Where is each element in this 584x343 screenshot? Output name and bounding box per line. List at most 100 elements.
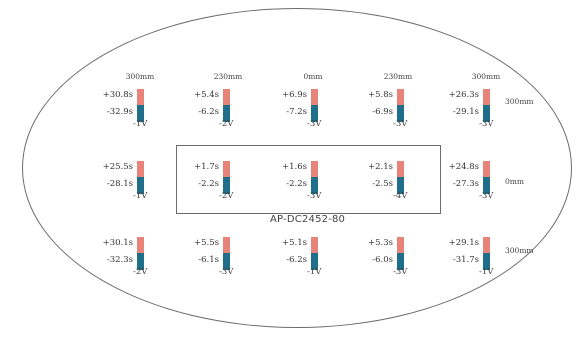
negative-value: -6.1s xyxy=(198,255,219,265)
positive-value: +30.1s xyxy=(102,238,133,248)
positive-bar-segment xyxy=(223,89,230,105)
positive-value: +5.8s xyxy=(367,90,393,100)
measurement-cell: +1.6s -2.2s -3V xyxy=(271,160,331,204)
negative-bar-segment xyxy=(137,177,144,194)
voltage-setting: -3V xyxy=(307,191,322,201)
voltage-setting: -3V xyxy=(393,267,408,277)
value-bar xyxy=(483,161,490,194)
negative-bar-segment xyxy=(397,253,404,270)
positive-bar-segment xyxy=(397,89,404,105)
value-bar xyxy=(483,237,490,270)
voltage-setting: -1V xyxy=(307,267,322,277)
measurement-cell: +25.5s -28.1s -1V xyxy=(97,160,157,204)
value-bar xyxy=(137,237,144,270)
negative-bar-segment xyxy=(311,253,318,270)
negative-value: -27.3s xyxy=(452,179,479,189)
voltage-setting: -3V xyxy=(393,119,408,129)
measurement-cell: +5.5s -6.1s -3V xyxy=(183,236,243,280)
value-bar xyxy=(397,89,404,122)
value-bar xyxy=(311,161,318,194)
voltage-setting: -1V xyxy=(479,267,494,277)
negative-bar-segment xyxy=(137,253,144,270)
positive-bar-segment xyxy=(223,161,230,177)
positive-bar-segment xyxy=(397,237,404,253)
negative-value: -7.2s xyxy=(286,107,307,117)
negative-bar-segment xyxy=(311,177,318,194)
negative-value: -2.2s xyxy=(198,179,219,189)
measurement-cell: +5.4s -6.2s -2V xyxy=(183,88,243,132)
voltage-setting: -2V xyxy=(219,191,234,201)
value-bar xyxy=(223,161,230,194)
negative-bar-segment xyxy=(483,105,490,122)
voltage-setting: -3V xyxy=(307,119,322,129)
measurement-cell: +5.3s -6.0s -3V xyxy=(357,236,417,280)
column-label: 300mm xyxy=(125,72,155,81)
negative-value: -6.2s xyxy=(198,107,219,117)
positive-bar-segment xyxy=(223,237,230,253)
negative-bar-segment xyxy=(223,105,230,122)
positive-bar-segment xyxy=(137,89,144,105)
value-bar xyxy=(311,237,318,270)
voltage-setting: -1V xyxy=(133,119,148,129)
negative-value: -32.9s xyxy=(106,107,133,117)
value-bar xyxy=(397,237,404,270)
voltage-setting: -3V xyxy=(479,119,494,129)
negative-value: -6.9s xyxy=(372,107,393,117)
positive-value: +26.3s xyxy=(448,90,479,100)
negative-bar-segment xyxy=(483,253,490,270)
positive-bar-segment xyxy=(397,161,404,177)
voltage-setting: -3V xyxy=(219,267,234,277)
negative-bar-segment xyxy=(483,177,490,194)
voltage-setting: -2V xyxy=(133,267,148,277)
column-label: 0mm xyxy=(303,72,323,81)
negative-value: -6.2s xyxy=(286,255,307,265)
positive-value: +1.7s xyxy=(193,162,219,172)
positive-bar-segment xyxy=(137,161,144,177)
negative-value: -32.3s xyxy=(106,255,133,265)
center-region-box xyxy=(176,145,441,214)
positive-value: +24.8s xyxy=(448,162,479,172)
measurement-cell: +2.1s -2.5s -4V xyxy=(357,160,417,204)
negative-bar-segment xyxy=(311,105,318,122)
model-label: AP-DC2452-80 xyxy=(270,214,346,225)
value-bar xyxy=(137,161,144,194)
measurement-cell: +30.8s -32.9s -1V xyxy=(97,88,157,132)
row-label: 0mm xyxy=(505,177,524,186)
negative-value: -28.1s xyxy=(106,179,133,189)
measurement-cell: +24.8s -27.3s -3V xyxy=(443,160,503,204)
positive-value: +25.5s xyxy=(102,162,133,172)
positive-value: +5.3s xyxy=(367,238,393,248)
positive-bar-segment xyxy=(483,237,490,253)
value-bar xyxy=(223,89,230,122)
measurement-cell: +29.1s -31.7s -1V xyxy=(443,236,503,280)
wafer-outline xyxy=(22,8,572,328)
positive-value: +6.9s xyxy=(281,90,307,100)
voltage-setting: -2V xyxy=(219,119,234,129)
negative-value: -2.2s xyxy=(286,179,307,189)
voltage-setting: -3V xyxy=(479,191,494,201)
column-label: 300mm xyxy=(471,72,501,81)
row-label: 300mm xyxy=(505,97,534,106)
measurement-cell: +1.7s -2.2s -2V xyxy=(183,160,243,204)
value-bar xyxy=(137,89,144,122)
value-bar xyxy=(397,161,404,194)
measurement-cell: +30.1s -32.3s -2V xyxy=(97,236,157,280)
positive-bar-segment xyxy=(311,89,318,105)
positive-value: +29.1s xyxy=(448,238,479,248)
value-bar xyxy=(311,89,318,122)
measurement-cell: +6.9s -7.2s -3V xyxy=(271,88,331,132)
negative-value: -6.0s xyxy=(372,255,393,265)
negative-bar-segment xyxy=(223,253,230,270)
positive-value: +5.1s xyxy=(281,238,307,248)
column-label: 230mm xyxy=(213,72,243,81)
negative-value: -31.7s xyxy=(452,255,479,265)
negative-bar-segment xyxy=(223,177,230,194)
voltage-setting: -1V xyxy=(133,191,148,201)
measurement-cell: +26.3s -29.1s -3V xyxy=(443,88,503,132)
positive-value: +2.1s xyxy=(367,162,393,172)
positive-bar-segment xyxy=(137,237,144,253)
column-label: 230mm xyxy=(383,72,413,81)
negative-bar-segment xyxy=(137,105,144,122)
positive-value: +5.4s xyxy=(193,90,219,100)
measurement-cell: +5.8s -6.9s -3V xyxy=(357,88,417,132)
